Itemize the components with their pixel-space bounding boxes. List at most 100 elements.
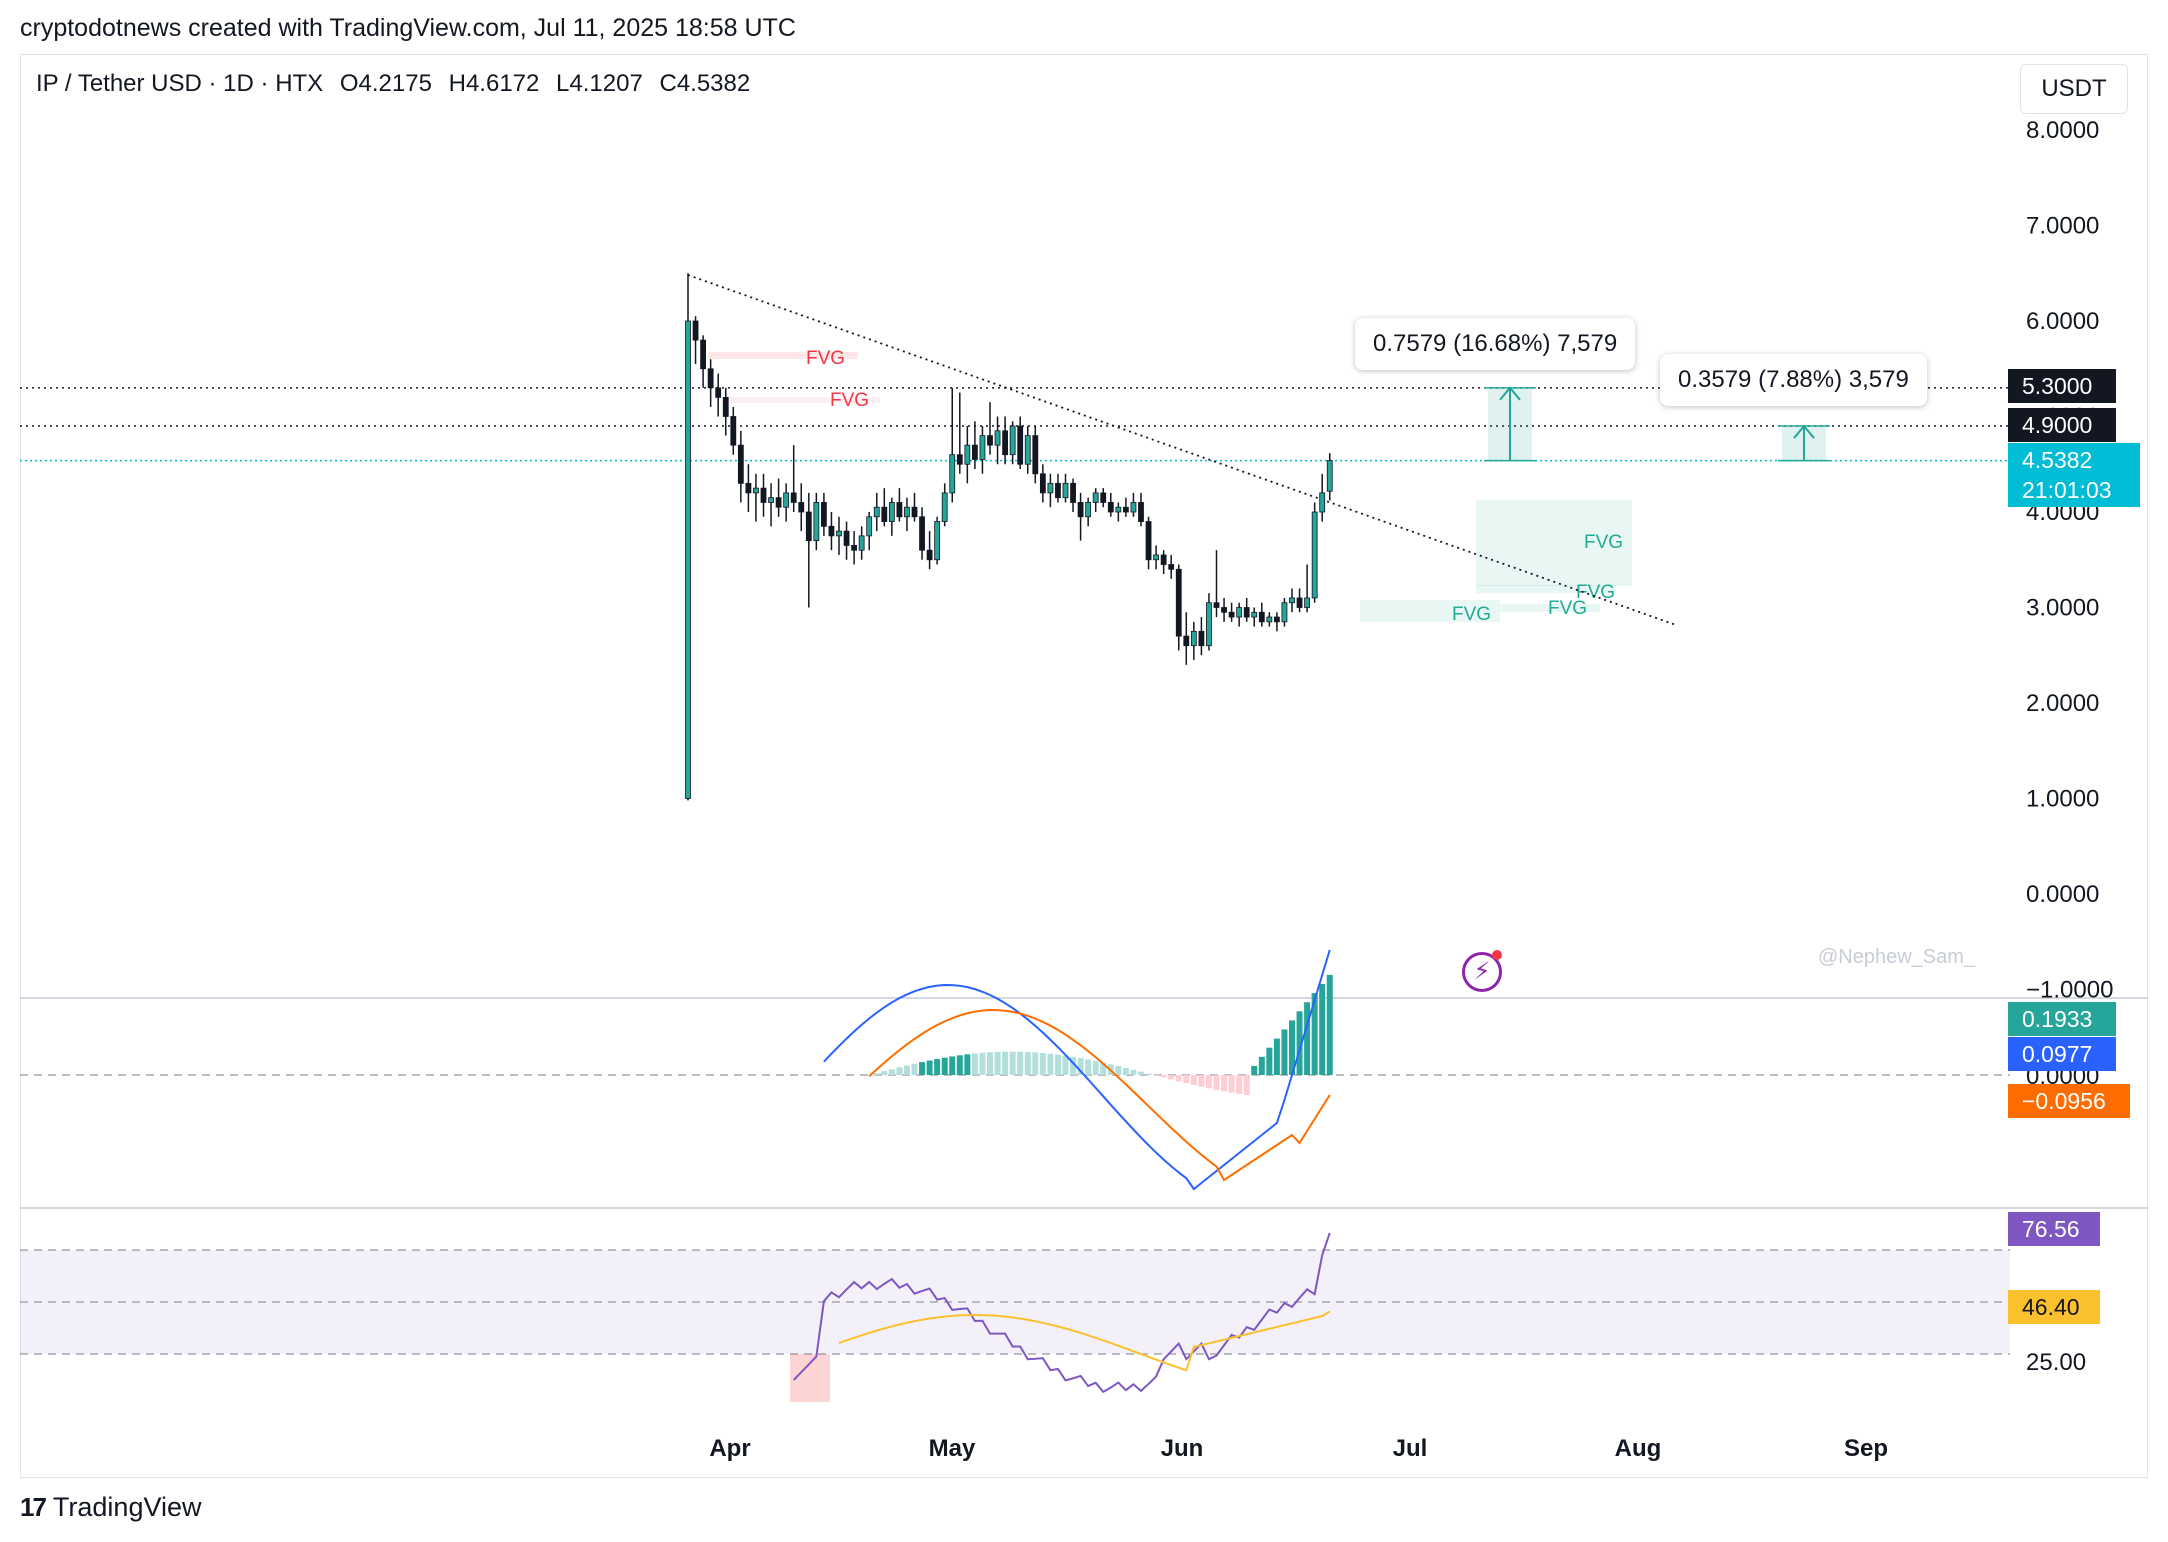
candle-body bbox=[1039, 473, 1046, 494]
candle-body bbox=[745, 482, 752, 494]
candle-body bbox=[1221, 607, 1227, 613]
candle bbox=[790, 445, 797, 512]
tradingview-brand: TradingView bbox=[52, 1492, 202, 1522]
trendline bbox=[687, 274, 1677, 626]
tradingview-logo-icon: 17 bbox=[20, 1492, 47, 1522]
candle bbox=[1251, 607, 1258, 627]
candle bbox=[707, 359, 714, 407]
candle bbox=[873, 492, 880, 532]
ohlc-close: C4.5382 bbox=[659, 70, 751, 97]
fvg-zone-bearish bbox=[708, 352, 858, 359]
candle bbox=[919, 507, 925, 560]
candle-body bbox=[858, 535, 865, 551]
macd-histogram-bar bbox=[1160, 1075, 1167, 1078]
price-tag-level1: 5.3000 bbox=[2008, 369, 2116, 403]
candle bbox=[926, 531, 933, 570]
macd-histogram-bar bbox=[1251, 1065, 1258, 1075]
candle-body bbox=[956, 454, 963, 465]
price-tick-label: 6.0000 bbox=[2026, 308, 2099, 335]
chart-header: cryptodotnews created with TradingView.c… bbox=[20, 14, 796, 42]
candle-body bbox=[1198, 630, 1205, 647]
macd-histogram-bar bbox=[1168, 1075, 1175, 1080]
candle-body bbox=[1062, 482, 1069, 499]
candle bbox=[1326, 453, 1333, 501]
candle-body bbox=[1326, 460, 1333, 492]
date-tick-label: Sep bbox=[1844, 1435, 1888, 1462]
candle-body bbox=[722, 396, 729, 417]
candle bbox=[1024, 426, 1031, 474]
candle-body bbox=[851, 545, 857, 551]
symbol-legend[interactable]: IP / Tether USD · 1D · HTX O4.2175 H4.61… bbox=[36, 70, 760, 98]
candle bbox=[1190, 621, 1197, 661]
candle bbox=[1175, 564, 1182, 651]
macd-histogram-bar bbox=[1236, 1075, 1243, 1094]
fvg-label-bearish: FVG bbox=[830, 390, 869, 411]
candle-body bbox=[805, 511, 812, 542]
currency-button[interactable]: USDT bbox=[2020, 64, 2128, 114]
macd-histogram-bar bbox=[1311, 993, 1318, 1075]
macd-histogram-bar bbox=[1032, 1052, 1039, 1075]
candle-body bbox=[760, 487, 767, 503]
candle-body bbox=[1055, 482, 1061, 499]
macd-histogram-bar bbox=[941, 1057, 948, 1075]
price-tick-label: −1.0000 bbox=[2026, 977, 2113, 1004]
price-tick-label: 8.0000 bbox=[2026, 117, 2099, 144]
candle bbox=[1274, 612, 1280, 632]
ohlc-open: O4.2175 bbox=[339, 70, 432, 97]
macd-histogram-bar bbox=[1070, 1056, 1077, 1075]
candle bbox=[904, 497, 910, 532]
candle-body bbox=[836, 530, 842, 537]
symbol-pair: IP / Tether USD · 1D · HTX bbox=[36, 70, 324, 97]
price-tag-level2: 4.9000 bbox=[2008, 408, 2116, 442]
candle bbox=[1168, 554, 1175, 579]
price-tick-label: 7.0000 bbox=[2026, 213, 2099, 240]
candle-body bbox=[1228, 611, 1235, 618]
candle-body bbox=[1123, 506, 1129, 513]
macd-histogram-bar bbox=[994, 1051, 1001, 1075]
candle bbox=[700, 335, 706, 388]
macd-histogram-bar bbox=[1183, 1075, 1190, 1084]
candle bbox=[979, 426, 986, 474]
candle-body bbox=[1085, 502, 1092, 518]
candle bbox=[1304, 564, 1310, 613]
macd-histogram-bar bbox=[1017, 1051, 1024, 1075]
macd-histogram-bar bbox=[1266, 1047, 1273, 1075]
candle bbox=[1296, 588, 1303, 613]
candle-body bbox=[1183, 635, 1190, 647]
candle-body bbox=[1251, 611, 1258, 618]
candle bbox=[1039, 464, 1046, 503]
candle-body bbox=[775, 497, 782, 508]
candle-body bbox=[1206, 602, 1212, 647]
fvg-label-bullish: FVG bbox=[1452, 604, 1491, 625]
candle-body bbox=[873, 506, 880, 518]
candle-body bbox=[896, 502, 903, 518]
candle-body bbox=[1047, 482, 1054, 494]
tradingview-footer[interactable]: 17 TradingView bbox=[20, 1492, 202, 1523]
candle-body bbox=[888, 502, 895, 522]
ohlc-low: L4.1207 bbox=[556, 70, 643, 97]
candle bbox=[798, 483, 805, 532]
price-tick-label: 3.0000 bbox=[2026, 595, 2099, 622]
candle bbox=[949, 387, 956, 503]
macd-histogram-bar bbox=[1092, 1060, 1099, 1075]
date-tick-label: Aug bbox=[1615, 1435, 1662, 1462]
rsi-ma-tag: 46.40 bbox=[2008, 1290, 2100, 1324]
macd-histogram-bar bbox=[1153, 1075, 1160, 1076]
lightning-icon[interactable]: ⚡ bbox=[1462, 952, 1502, 992]
candle-body bbox=[715, 387, 722, 398]
macd-signal-line bbox=[868, 1009, 1331, 1182]
fvg-label-bullish: FVG bbox=[1576, 582, 1615, 603]
candle-body bbox=[949, 454, 956, 494]
candle bbox=[760, 473, 767, 517]
candle-body bbox=[1153, 554, 1159, 561]
bar-countdown: 21:01:03 bbox=[2022, 477, 2112, 503]
macd-histogram-bar bbox=[1258, 1056, 1265, 1075]
macd-histogram-bar bbox=[911, 1063, 918, 1075]
fvg-zone-bullish bbox=[1476, 500, 1632, 586]
candle-body bbox=[1274, 616, 1280, 623]
macd-histogram-bar bbox=[956, 1055, 963, 1075]
candle-body bbox=[828, 525, 835, 537]
candle-body bbox=[1190, 630, 1197, 647]
candle bbox=[888, 497, 895, 536]
